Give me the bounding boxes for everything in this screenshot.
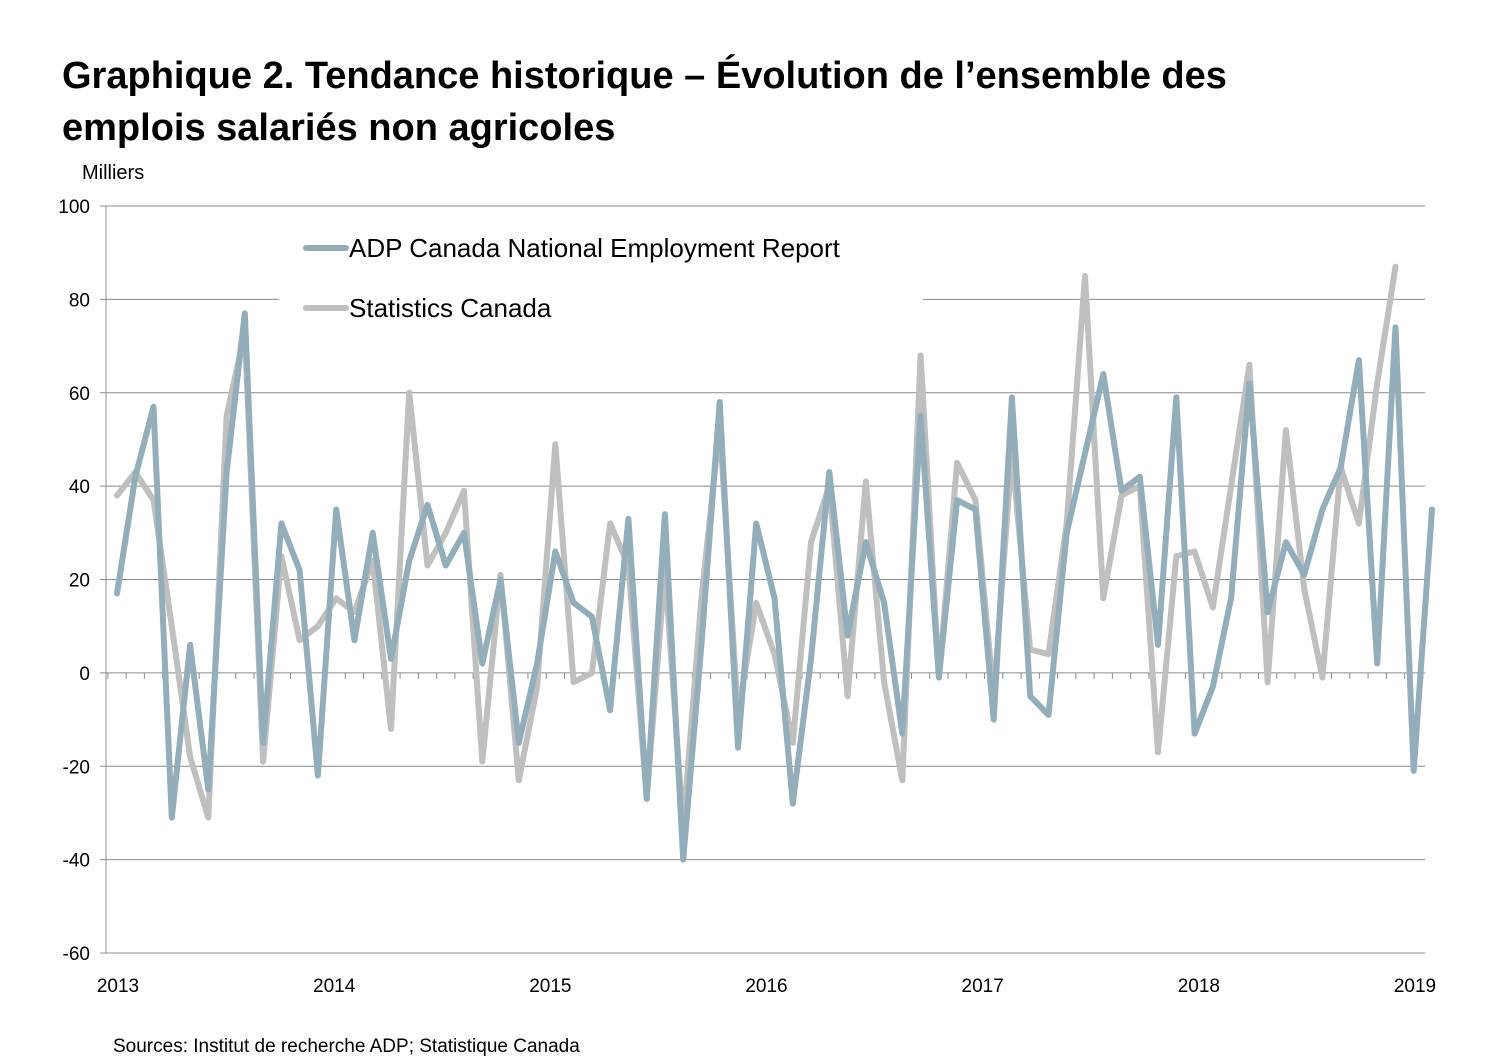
y-tick-label: -20 [63, 757, 90, 778]
y-tick-label: -60 [63, 944, 90, 965]
y-tick-label: 60 [69, 384, 90, 405]
x-tick-label: 2014 [313, 976, 356, 997]
y-tick-label: 100 [58, 197, 90, 218]
y-tick-label: 40 [69, 477, 90, 498]
y-axis-unit-label: Milliers [82, 162, 145, 184]
legend-label: Statistics Canada [349, 293, 552, 323]
legend-label: ADP Canada National Employment Report [349, 233, 841, 263]
axes: 100 80 60 40 20 0 -20 -40 -60 2013 2014 2015 2016 201… [58, 197, 1436, 997]
legend: ADP Canada National Employment Report Sta… [279, 222, 923, 340]
x-tick-label: 2019 [1394, 976, 1436, 997]
series-line-adp [114, 310, 1435, 863]
x-tick-label: 2017 [962, 976, 1004, 997]
x-tick-label: 2015 [529, 976, 571, 997]
chart-title: Graphique 2. Tendance historique – Évolu… [62, 50, 1462, 154]
legend-background [279, 222, 923, 340]
x-tick-label: 2016 [745, 976, 787, 997]
x-tick-label: 2018 [1178, 976, 1220, 997]
y-tick-label: 80 [69, 290, 90, 311]
chart-title-line2: emplois salariés non agricoles [62, 107, 616, 149]
chart-title-line1: Graphique 2. Tendance historique – Évolu… [62, 55, 1227, 97]
y-tick-label: -40 [63, 851, 90, 872]
x-tick-label: 2013 [97, 976, 139, 997]
y-tick-label: 20 [69, 571, 90, 592]
series-lines [114, 263, 1435, 863]
source-note: Sources: Institut de recherche ADP; Stat… [113, 1036, 580, 1057]
y-tick-label: 0 [79, 664, 90, 685]
